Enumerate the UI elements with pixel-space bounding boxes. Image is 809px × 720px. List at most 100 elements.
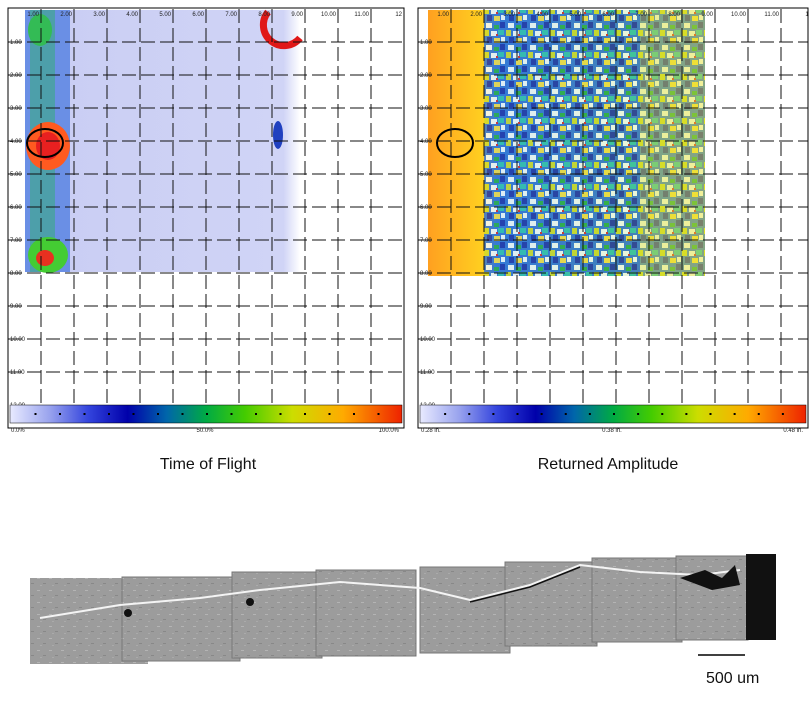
colorbar-dot — [108, 413, 110, 415]
sem-tile — [505, 562, 597, 646]
sem-tile — [676, 556, 748, 640]
void — [246, 598, 254, 606]
y-tick-label: 7.00 — [420, 238, 432, 244]
y-tick-label: 4.00 — [10, 139, 22, 145]
y-tick-label: 1.00 — [420, 40, 432, 46]
y-tick-label: 9.00 — [420, 304, 432, 310]
y-tick-label: 6.00 — [10, 205, 22, 211]
colorbar-dot — [685, 413, 687, 415]
y-tick-label: 10.00 — [10, 337, 26, 343]
colorbar-dot — [255, 413, 257, 415]
panel-caption: Returned Amplitude — [538, 456, 679, 473]
x-tick-label: 4.00 — [126, 12, 138, 18]
colorbar-dot — [613, 413, 615, 415]
scale-label: 500 um — [706, 670, 759, 687]
colorbar-label: 0.48 in. — [783, 428, 803, 434]
y-tick-label: 9.00 — [10, 304, 22, 310]
y-tick-label: 5.00 — [420, 172, 432, 178]
void — [124, 609, 132, 617]
colorbar-dot — [182, 413, 184, 415]
colorbar-dot — [353, 413, 355, 415]
micrograph: 500 um — [30, 554, 776, 687]
colorbar-dot — [734, 413, 736, 415]
y-tick-label: 7.00 — [10, 238, 22, 244]
colorbar-dot — [304, 413, 306, 415]
colorbar-dot — [280, 413, 282, 415]
colorbar-dot — [35, 413, 37, 415]
y-tick-label: 1.00 — [10, 40, 22, 46]
sem-tile — [122, 577, 240, 661]
page: 500 um 1.00 2.00 3.00 4.00 5.00 6.00 7.00 8.00 9… — [0, 0, 809, 720]
x-tick-label: 9.00 — [701, 12, 713, 18]
x-tick-label: 5.00 — [159, 12, 171, 18]
x-tick-label: 3.00 — [503, 12, 515, 18]
y-tick-label: 4.00 — [420, 139, 432, 145]
colorbar-dot — [157, 413, 159, 415]
colorbar-dot — [782, 413, 784, 415]
y-tick-label: 3.00 — [420, 106, 432, 112]
x-tick-label: 6.00 — [192, 12, 204, 18]
y-tick-label: 8.00 — [10, 271, 22, 277]
colorbar-dot — [517, 413, 519, 415]
colorbar-dot — [565, 413, 567, 415]
x-tick-label: 7.00 — [635, 12, 647, 18]
sem-tile — [420, 567, 510, 653]
x-tick-label: 3.00 — [93, 12, 105, 18]
colorbar-label: 0.28 in. — [421, 428, 441, 434]
y-tick-label: 3.00 — [10, 106, 22, 112]
x-tick-label: 9.00 — [291, 12, 303, 18]
x-tick-label: 8.00 — [668, 12, 680, 18]
y-tick-label: 2.00 — [420, 73, 432, 79]
colorbar-dot — [329, 413, 331, 415]
colorbar-dot — [59, 413, 61, 415]
x-tick-label: 4.00 — [536, 12, 548, 18]
x-tick-label: 1.00 — [27, 12, 39, 18]
x-tick-label: 7.00 — [225, 12, 237, 18]
x-tick-label: 6.00 — [602, 12, 614, 18]
x-tick-label: 12 — [395, 12, 402, 18]
x-tick-label: 11.00 — [764, 12, 779, 18]
hot-spot — [28, 14, 52, 46]
y-tick-label: 6.00 — [420, 205, 432, 211]
colorbar-dot — [444, 413, 446, 415]
colorbar-dot — [84, 413, 86, 415]
colorbar-dot — [758, 413, 760, 415]
colorbar-dot — [231, 413, 233, 415]
x-tick-label: 5.00 — [569, 12, 581, 18]
colorbar-label: 50.0% — [196, 428, 214, 434]
sem-edge — [746, 554, 776, 640]
colorbar-dot — [133, 413, 135, 415]
colorbar-dot — [637, 413, 639, 415]
colorbar-label: 0.0% — [11, 428, 25, 434]
colorbar-label: 0.38 in. — [602, 428, 622, 434]
y-tick-label: 11.00 — [420, 370, 435, 376]
sem-tile — [592, 558, 682, 642]
colorbar-dot — [589, 413, 591, 415]
x-tick-label: 10.00 — [731, 12, 747, 18]
x-tick-label: 2.00 — [60, 12, 72, 18]
colorbar-dot — [468, 413, 470, 415]
colorbar-dot — [492, 413, 494, 415]
colorbar-dot — [661, 413, 663, 415]
y-tick-label: 5.00 — [10, 172, 22, 178]
returned-amplitude-image — [428, 10, 705, 276]
y-tick-label: 2.00 — [10, 73, 22, 79]
x-tick-label: 10.00 — [321, 12, 337, 18]
x-tick-label: 11.00 — [354, 12, 369, 18]
colorbar-label: 100.0% — [379, 428, 400, 434]
colorbar-dot — [710, 413, 712, 415]
y-tick-label: 10.00 — [420, 337, 436, 343]
colorbar-dot — [378, 413, 380, 415]
y-tick-label: 8.00 — [420, 271, 432, 277]
panel-caption: Time of Flight — [160, 456, 257, 473]
noise-tint — [640, 10, 705, 276]
y-tick-label: 11.00 — [10, 370, 25, 376]
figure: 500 um 1.00 2.00 3.00 4.00 5.00 6.00 7.00 8.00 9… — [0, 0, 809, 720]
x-tick-label: 8.00 — [258, 12, 270, 18]
colorbar-dot — [541, 413, 543, 415]
hot-spot — [36, 250, 54, 266]
hot-spot — [273, 121, 283, 149]
x-tick-label: 2.00 — [470, 12, 482, 18]
x-tick-label: 1.00 — [437, 12, 449, 18]
colorbar-dot — [206, 413, 208, 415]
